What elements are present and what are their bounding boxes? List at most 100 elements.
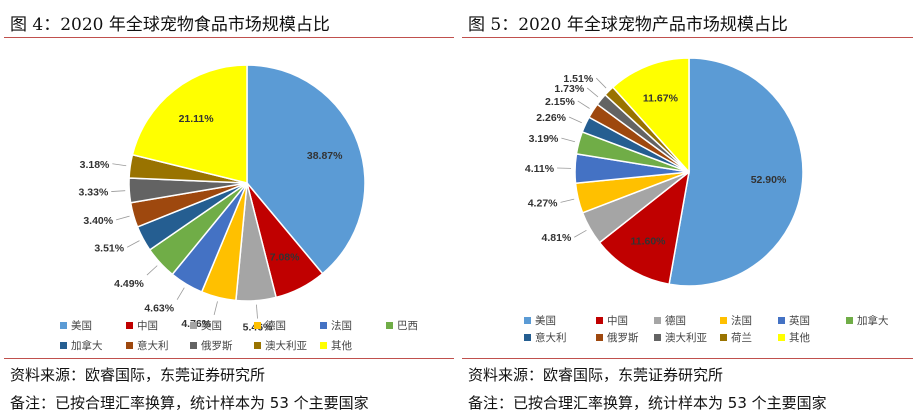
pie-slice-1 — [668, 57, 804, 287]
legend-item: 巴西 — [386, 320, 418, 332]
legend-label: 其他 — [331, 339, 352, 352]
pie-labels: 52.90% 11.60% 4.81% 4.27% 4.11% 3.19% 2.26% 2.1… — [525, 73, 787, 247]
footer-divider — [462, 358, 913, 359]
data-label-7: 3.51% — [94, 242, 124, 254]
chart-title: 图 4：2020 年全球宠物食品市场规模占比 — [10, 15, 330, 35]
data-label-6: 3.19% — [529, 133, 559, 145]
legend-label: 意大利 — [535, 331, 567, 344]
chart-panel-right: 图 5：2020 年全球宠物产品市场规模占比 52.90% 11.60% 4.81%… — [458, 0, 917, 419]
legend-label: 意大利 — [137, 339, 169, 352]
leader-line-10 — [595, 77, 607, 89]
legend-swatch — [654, 317, 661, 324]
leader-line-9 — [111, 190, 126, 192]
pie-chart-pet-products: 52.90% 11.60% 4.81% 4.27% 4.11% 3.19% 2.26% 2.1… — [524, 57, 889, 344]
legend-label: 美国 — [71, 319, 92, 332]
legend-label: 加拿大 — [857, 314, 889, 327]
legend-label: 其他 — [789, 331, 810, 344]
leader-line-5 — [176, 287, 185, 300]
data-label-2: 7.08% — [270, 252, 300, 264]
legend-item: 中国 — [596, 314, 628, 327]
legend-swatch — [386, 322, 393, 329]
legend-item: 意大利 — [126, 339, 169, 352]
legend-item: 澳大利亚 — [254, 339, 307, 352]
pie-slice-2 — [598, 170, 691, 286]
legend-label: 中国 — [137, 319, 158, 332]
data-label-8: 3.40% — [83, 215, 113, 227]
data-label-10: 1.51% — [563, 73, 593, 85]
legend-swatch — [778, 317, 785, 324]
data-label-1: 52.90% — [751, 174, 787, 186]
note-text: 备注：已按合理汇率换算，统计样本为 53 个主要国家 — [468, 394, 827, 412]
legend-label: 澳大利亚 — [665, 331, 707, 344]
title-divider — [462, 37, 913, 38]
leader-line-6 — [561, 137, 576, 143]
legend-swatch — [596, 317, 603, 324]
data-label-5: 4.63% — [144, 303, 174, 315]
legend-swatch — [126, 322, 133, 329]
legend-item: 英国 — [190, 319, 222, 332]
legend-swatch — [778, 334, 785, 341]
chart-title: 图 5：2020 年全球宠物产品市场规模占比 — [468, 15, 788, 35]
pie-slice-11 — [611, 57, 690, 174]
legend-swatch — [190, 342, 197, 349]
data-label-9: 3.33% — [79, 187, 109, 199]
legend-swatch — [254, 342, 261, 349]
legend-item: 美国 — [524, 314, 556, 327]
leader-line-9 — [586, 87, 599, 98]
chart-panel-left: 图 4：2020 年全球宠物食品市场规模占比 38.87%7.08%5.46%4… — [0, 0, 458, 419]
data-label-4: 4.27% — [528, 197, 558, 209]
data-label-1: 38.87% — [307, 150, 343, 162]
note-text: 备注：已按合理汇率换算，统计样本为 53 个主要国家 — [10, 394, 369, 412]
legend-swatch — [654, 334, 661, 341]
legend-item: 加拿大 — [60, 339, 103, 352]
data-label-11: 11.67% — [643, 93, 679, 105]
legend-item: 荷兰 — [720, 331, 752, 344]
legend-item: 法国 — [720, 314, 752, 327]
data-label-3: 4.81% — [542, 232, 572, 244]
legend-swatch — [846, 317, 853, 324]
data-label-5: 4.11% — [525, 163, 555, 175]
source-text: 资料来源：欧睿国际，东莞证券研究所 — [468, 366, 724, 384]
legend-label: 法国 — [331, 319, 352, 332]
pie-chart-pet-food: 38.87%7.08%5.46%4.76%4.63%4.49%3.51%3.40… — [60, 64, 418, 352]
legend-item: 中国 — [126, 319, 158, 332]
legend-swatch — [60, 342, 67, 349]
leader-line-8 — [577, 100, 590, 109]
leader-line-10 — [112, 163, 127, 167]
legend-item: 美国 — [60, 319, 92, 332]
leader-line-7 — [568, 116, 582, 124]
data-label-6: 4.49% — [114, 278, 144, 290]
legend-item: 俄罗斯 — [190, 339, 233, 352]
legend-label: 荷兰 — [731, 331, 752, 344]
legend-swatch — [596, 334, 603, 341]
legend-label: 澳大利亚 — [265, 339, 307, 352]
legend-label: 美国 — [535, 314, 556, 327]
legend-item: 加拿大 — [846, 314, 889, 327]
legend-item: 意大利 — [524, 331, 567, 344]
legend-label: 巴西 — [397, 320, 418, 332]
legend-swatch — [320, 342, 327, 349]
data-label-9: 1.73% — [554, 83, 584, 95]
legend-swatch — [190, 322, 197, 329]
legend-label: 中国 — [607, 314, 628, 327]
legend-item: 其他 — [778, 331, 810, 344]
pie-slice-11 — [131, 64, 248, 184]
legend-label: 英国 — [201, 319, 222, 332]
legend-item: 俄罗斯 — [596, 331, 639, 344]
title-divider — [4, 37, 454, 38]
legend-swatch — [254, 322, 261, 329]
legend-label: 法国 — [731, 314, 752, 327]
leader-line-4 — [213, 301, 218, 316]
legend-label: 俄罗斯 — [201, 339, 233, 352]
legend-label: 加拿大 — [71, 339, 103, 352]
legend-swatch — [524, 334, 531, 341]
legend-label: 德国 — [665, 314, 686, 327]
legend-item: 德国 — [254, 319, 286, 332]
legend-item: 澳大利亚 — [654, 331, 707, 344]
pie-slices — [128, 64, 366, 302]
leader-line-3 — [256, 304, 258, 319]
legend-swatch — [126, 342, 133, 349]
legend-label: 俄罗斯 — [607, 331, 639, 344]
pie-slices — [574, 57, 804, 287]
